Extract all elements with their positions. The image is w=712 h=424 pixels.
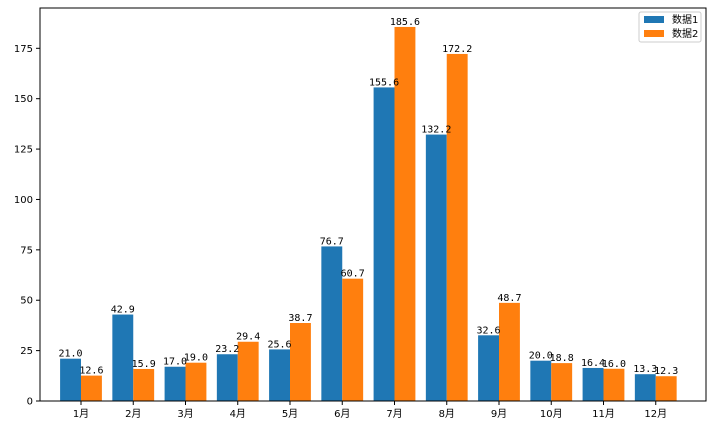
x-tick-label: 7月 [386, 408, 402, 420]
x-tick-label: 12月 [644, 408, 667, 420]
bar-series-2-8 [446, 53, 468, 401]
data-label-series-2-1: 12.6 [79, 366, 103, 377]
data-label-series-1-11: 16.4 [581, 358, 605, 369]
bar-series-2-1 [81, 375, 102, 401]
bar-series-1-1 [60, 358, 81, 401]
x-tick-label: 2月 [125, 408, 141, 420]
data-labels-layer: 21.0 42.9 17.0 23.2 25.6 76.7 155.6 132.2 32.6 20… [59, 17, 679, 377]
data-label-series-2-2: 15.9 [132, 359, 156, 370]
data-label-series-1-8: 132.2 [421, 125, 451, 136]
y-tick-label: 150 [14, 94, 33, 105]
x-tick-label: 5月 [282, 408, 298, 420]
x-tick-label: 3月 [177, 408, 193, 420]
bar-series-2-7 [394, 26, 416, 402]
bar-series-1-4 [216, 354, 238, 401]
data-label-series-2-5: 38.7 [288, 313, 312, 324]
x-tick-label: 9月 [491, 408, 507, 420]
bar-series-1-8 [425, 134, 447, 401]
data-label-series-2-10: 18.8 [550, 353, 574, 364]
bar-series-1-10 [530, 360, 552, 401]
bar-series-1-3 [164, 366, 186, 401]
y-axis: 0 25 50 75 100 125 150 175 [14, 44, 40, 408]
bar-series-1-2 [112, 314, 134, 401]
y-tick-label: 0 [27, 397, 33, 408]
bar-series-1-7 [373, 87, 395, 401]
plot-frame [39, 7, 707, 402]
data-label-series-1-10: 20.0 [529, 351, 553, 362]
x-tick-label: 10月 [540, 408, 563, 420]
data-label-series-1-5: 25.6 [268, 339, 292, 350]
legend-swatch-series-2 [644, 30, 664, 37]
x-tick-label: 4月 [230, 408, 246, 420]
data-label-series-2-12: 12.3 [654, 366, 678, 377]
data-label-series-1-1: 21.0 [59, 349, 83, 360]
data-label-series-1-7: 155.6 [369, 77, 399, 88]
data-label-series-1-12: 13.3 [633, 364, 657, 375]
x-tick-label: 6月 [334, 408, 350, 420]
bar-series-2-2 [133, 368, 155, 401]
y-tick-label: 25 [20, 346, 33, 357]
bar-series-2-4 [237, 341, 259, 401]
x-tick-label: 1月 [73, 408, 89, 420]
bar-series-1-5 [269, 349, 290, 401]
bar-series-2-9 [499, 302, 520, 401]
bars-layer [60, 26, 677, 402]
bar-series-2-3 [185, 362, 207, 401]
data-label-series-2-7: 185.6 [390, 17, 420, 28]
data-label-series-1-9: 32.6 [477, 325, 501, 336]
bar-series-2-6 [342, 278, 364, 401]
data-label-series-1-3: 17.0 [163, 357, 187, 368]
y-tick-label: 175 [14, 44, 33, 55]
x-tick-label: 8月 [439, 408, 455, 420]
legend: 数据1 数据2 [638, 11, 702, 43]
data-label-series-2-11: 16.0 [602, 359, 626, 370]
data-label-series-1-4: 23.2 [215, 344, 239, 355]
data-label-series-1-2: 42.9 [111, 305, 135, 316]
data-label-series-1-6: 76.7 [320, 236, 344, 247]
bar-series-2-12 [655, 376, 677, 401]
y-tick-label: 100 [14, 195, 33, 206]
y-tick-label: 125 [14, 145, 33, 156]
legend-swatch-series-1 [644, 16, 664, 23]
bar-series-2-11 [603, 368, 625, 401]
bar-series-1-6 [321, 246, 343, 401]
legend-label-series-1: 数据1 [672, 13, 698, 26]
bar-series-1-9 [478, 335, 499, 401]
data-label-series-2-9: 48.7 [497, 293, 521, 304]
y-tick-label: 50 [20, 296, 33, 307]
bar-series-1-12 [634, 374, 656, 401]
x-axis: 1月 2月 3月 4月 5月 6月 7月 8月 9月 10月 11月 12月 [73, 401, 667, 420]
bar-series-2-5 [290, 323, 311, 401]
data-label-series-2-8: 172.2 [442, 44, 472, 55]
y-tick-label: 75 [20, 245, 33, 256]
bar-series-1-11 [582, 367, 604, 401]
legend-label-series-2: 数据2 [672, 27, 698, 40]
data-label-series-2-6: 60.7 [341, 269, 365, 280]
x-tick-label: 11月 [592, 408, 615, 420]
data-label-series-2-4: 29.4 [236, 332, 260, 343]
data-label-series-2-3: 19.0 [184, 353, 208, 364]
bar-series-2-10 [551, 363, 573, 401]
